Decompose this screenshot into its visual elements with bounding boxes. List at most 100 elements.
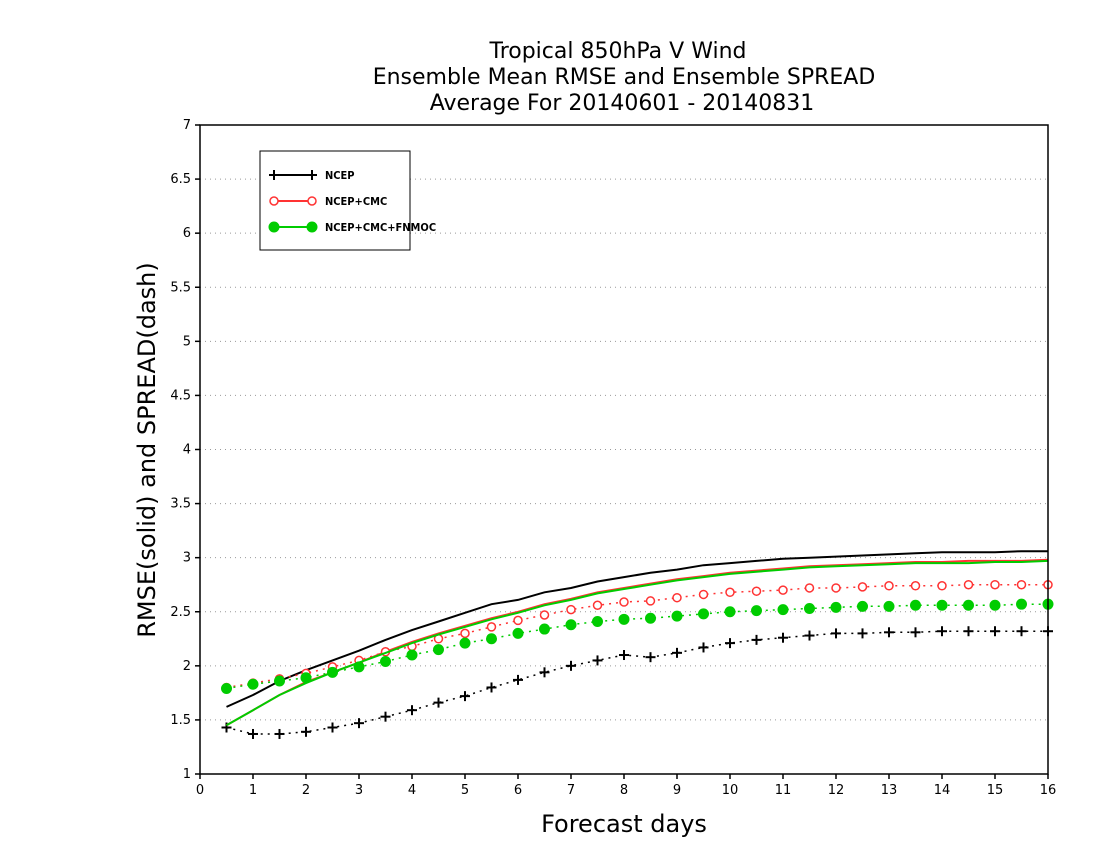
spread-point-ncep-cmc-fnmoc bbox=[698, 608, 709, 620]
spread-point-ncep-cmc-fnmoc bbox=[539, 623, 550, 635]
spread-point-ncep-cmc-fnmoc bbox=[380, 656, 391, 668]
x-tick-label: 0 bbox=[196, 783, 204, 798]
x-tick-label: 5 bbox=[461, 783, 469, 798]
y-tick-label: 6.5 bbox=[170, 172, 191, 187]
y-tick-label: 5 bbox=[183, 334, 191, 349]
x-axis-label: Forecast days bbox=[541, 810, 707, 838]
spread-point-ncep-cmc-fnmoc bbox=[777, 604, 789, 616]
x-tick-label: 10 bbox=[722, 783, 739, 798]
x-tick-label: 8 bbox=[620, 783, 628, 798]
spread-point-ncep bbox=[592, 655, 603, 666]
y-tick-label: 2 bbox=[183, 659, 191, 674]
spread-point-ncep bbox=[407, 705, 417, 716]
spread-point-ncep bbox=[751, 634, 762, 645]
spread-point-ncep-cmc bbox=[990, 579, 1000, 590]
y-tick-label: 7 bbox=[183, 118, 191, 133]
rmse-line-ncep-cmc-fnmoc bbox=[226, 559, 1049, 727]
x-tick-label: 15 bbox=[987, 783, 1004, 798]
spread-point-ncep bbox=[884, 627, 894, 638]
spread-point-ncep bbox=[566, 660, 576, 671]
y-tick-label: 6 bbox=[183, 226, 191, 241]
spread-point-ncep-cmc bbox=[539, 610, 550, 620]
spread-point-ncep bbox=[433, 697, 444, 708]
spread-point-ncep-cmc-fnmoc bbox=[592, 615, 603, 627]
legend-marker-ncep-cmc-fnmoc bbox=[268, 221, 280, 233]
x-tick-label: 9 bbox=[673, 783, 681, 798]
legend-marker-ncep bbox=[269, 170, 279, 180]
spread-point-ncep bbox=[831, 628, 841, 639]
spread-point-ncep-cmc bbox=[963, 579, 974, 590]
spread-point-ncep-cmc-fnmoc bbox=[857, 600, 868, 612]
spread-point-ncep-cmc-fnmoc bbox=[512, 627, 524, 639]
y-tick-label: 5.5 bbox=[170, 280, 191, 295]
y-axis: 1 1.5 2 2.5 3 3.5 4 4.5 5 5.5 6 6.5 7 bbox=[170, 118, 200, 782]
x-tick-label: 3 bbox=[355, 783, 363, 798]
legend-label-ncep: NCEP bbox=[325, 169, 355, 182]
spread-point-ncep-cmc-fnmoc bbox=[751, 605, 762, 617]
series-ncep-cmc bbox=[221, 558, 1053, 727]
title-line-2: Ensemble Mean RMSE and Ensemble SPREAD bbox=[373, 65, 876, 90]
spread-point-ncep bbox=[354, 718, 364, 729]
spread-point-ncep-cmc bbox=[645, 596, 656, 606]
spread-point-ncep-cmc-fnmoc bbox=[565, 619, 577, 631]
spread-point-ncep bbox=[937, 626, 947, 637]
spread-point-ncep-cmc-fnmoc bbox=[486, 633, 497, 645]
series-ncep-cmc-fnmoc bbox=[221, 559, 1054, 727]
spread-point-ncep bbox=[857, 628, 868, 639]
legend-label-ncep-cmc: NCEP+CMC bbox=[325, 195, 387, 208]
spread-point-ncep-cmc-fnmoc bbox=[830, 601, 842, 613]
rmse-line-ncep-cmc bbox=[226, 558, 1049, 727]
spread-point-ncep-cmc bbox=[698, 589, 709, 600]
x-tick-label: 13 bbox=[881, 783, 898, 798]
spread-point-ncep bbox=[539, 667, 550, 678]
spread-point-ncep-cmc bbox=[619, 597, 629, 607]
y-tick-label: 4 bbox=[183, 443, 191, 458]
spread-point-ncep-cmc-fnmoc bbox=[618, 613, 630, 625]
spread-point-ncep-cmc-fnmoc bbox=[645, 612, 656, 624]
x-tick-label: 12 bbox=[828, 783, 845, 798]
spread-point-ncep bbox=[301, 726, 311, 737]
spread-point-ncep bbox=[1016, 626, 1027, 637]
y-tick-label: 1 bbox=[183, 767, 191, 782]
legend: NCEP NCEP+CMC NCEP+CMC+FNMOC bbox=[259, 150, 436, 251]
title-line-3: Average For 20140601 - 20140831 bbox=[430, 91, 815, 116]
spread-point-ncep-cmc bbox=[486, 622, 497, 632]
spread-point-ncep bbox=[698, 642, 709, 653]
spread-point-ncep-cmc bbox=[672, 592, 682, 603]
spread-point-ncep bbox=[645, 652, 656, 663]
y-axis-label: RMSE(solid) and SPREAD(dash) bbox=[133, 262, 161, 638]
spread-point-ncep-cmc bbox=[566, 604, 576, 615]
spread-point-ncep-cmc bbox=[778, 585, 788, 595]
x-tick-label: 4 bbox=[408, 783, 416, 798]
x-tick-label: 6 bbox=[514, 783, 522, 798]
spread-point-ncep-cmc-fnmoc bbox=[910, 599, 921, 611]
legend-marker-ncep-cmc-fnmoc bbox=[306, 221, 318, 233]
spread-point-ncep bbox=[513, 674, 523, 685]
spread-point-ncep bbox=[725, 638, 735, 649]
spread-point-ncep-cmc-fnmoc bbox=[327, 666, 338, 678]
spread-point-ncep bbox=[486, 682, 497, 693]
x-axis: 0 1 2 3 4 5 6 7 8 9 10 11 12 13 14 15 16 bbox=[196, 774, 1056, 798]
spread-point-ncep-cmc-fnmoc bbox=[459, 637, 471, 649]
spread-point-ncep-cmc bbox=[857, 582, 868, 592]
y-tick-label: 3.5 bbox=[170, 497, 191, 512]
spread-point-ncep-cmc-fnmoc bbox=[883, 600, 895, 612]
spread-line-ncep-cmc bbox=[226, 583, 1048, 689]
spread-point-ncep-cmc-fnmoc bbox=[724, 606, 736, 618]
y-tick-label: 4.5 bbox=[170, 388, 191, 403]
spread-point-ncep-cmc-fnmoc bbox=[274, 675, 285, 687]
spread-point-ncep-cmc-fnmoc bbox=[247, 678, 259, 690]
legend-label-ncep-cmc-fnmoc: NCEP+CMC+FNMOC bbox=[325, 221, 436, 234]
spread-point-ncep-cmc bbox=[460, 628, 470, 639]
spread-point-ncep bbox=[619, 650, 629, 661]
spread-point-ncep-cmc bbox=[725, 587, 735, 598]
spread-point-ncep-cmc-fnmoc bbox=[406, 649, 418, 661]
spread-point-ncep-cmc-fnmoc bbox=[804, 603, 815, 615]
spread-point-ncep-cmc bbox=[831, 583, 841, 593]
spread-point-ncep-cmc bbox=[804, 583, 815, 593]
spread-point-ncep-cmc-fnmoc bbox=[936, 599, 948, 611]
spread-point-ncep-cmc-fnmoc bbox=[353, 661, 365, 673]
spread-point-ncep-cmc bbox=[751, 586, 762, 596]
spread-point-ncep-cmc-fnmoc bbox=[1016, 598, 1027, 610]
